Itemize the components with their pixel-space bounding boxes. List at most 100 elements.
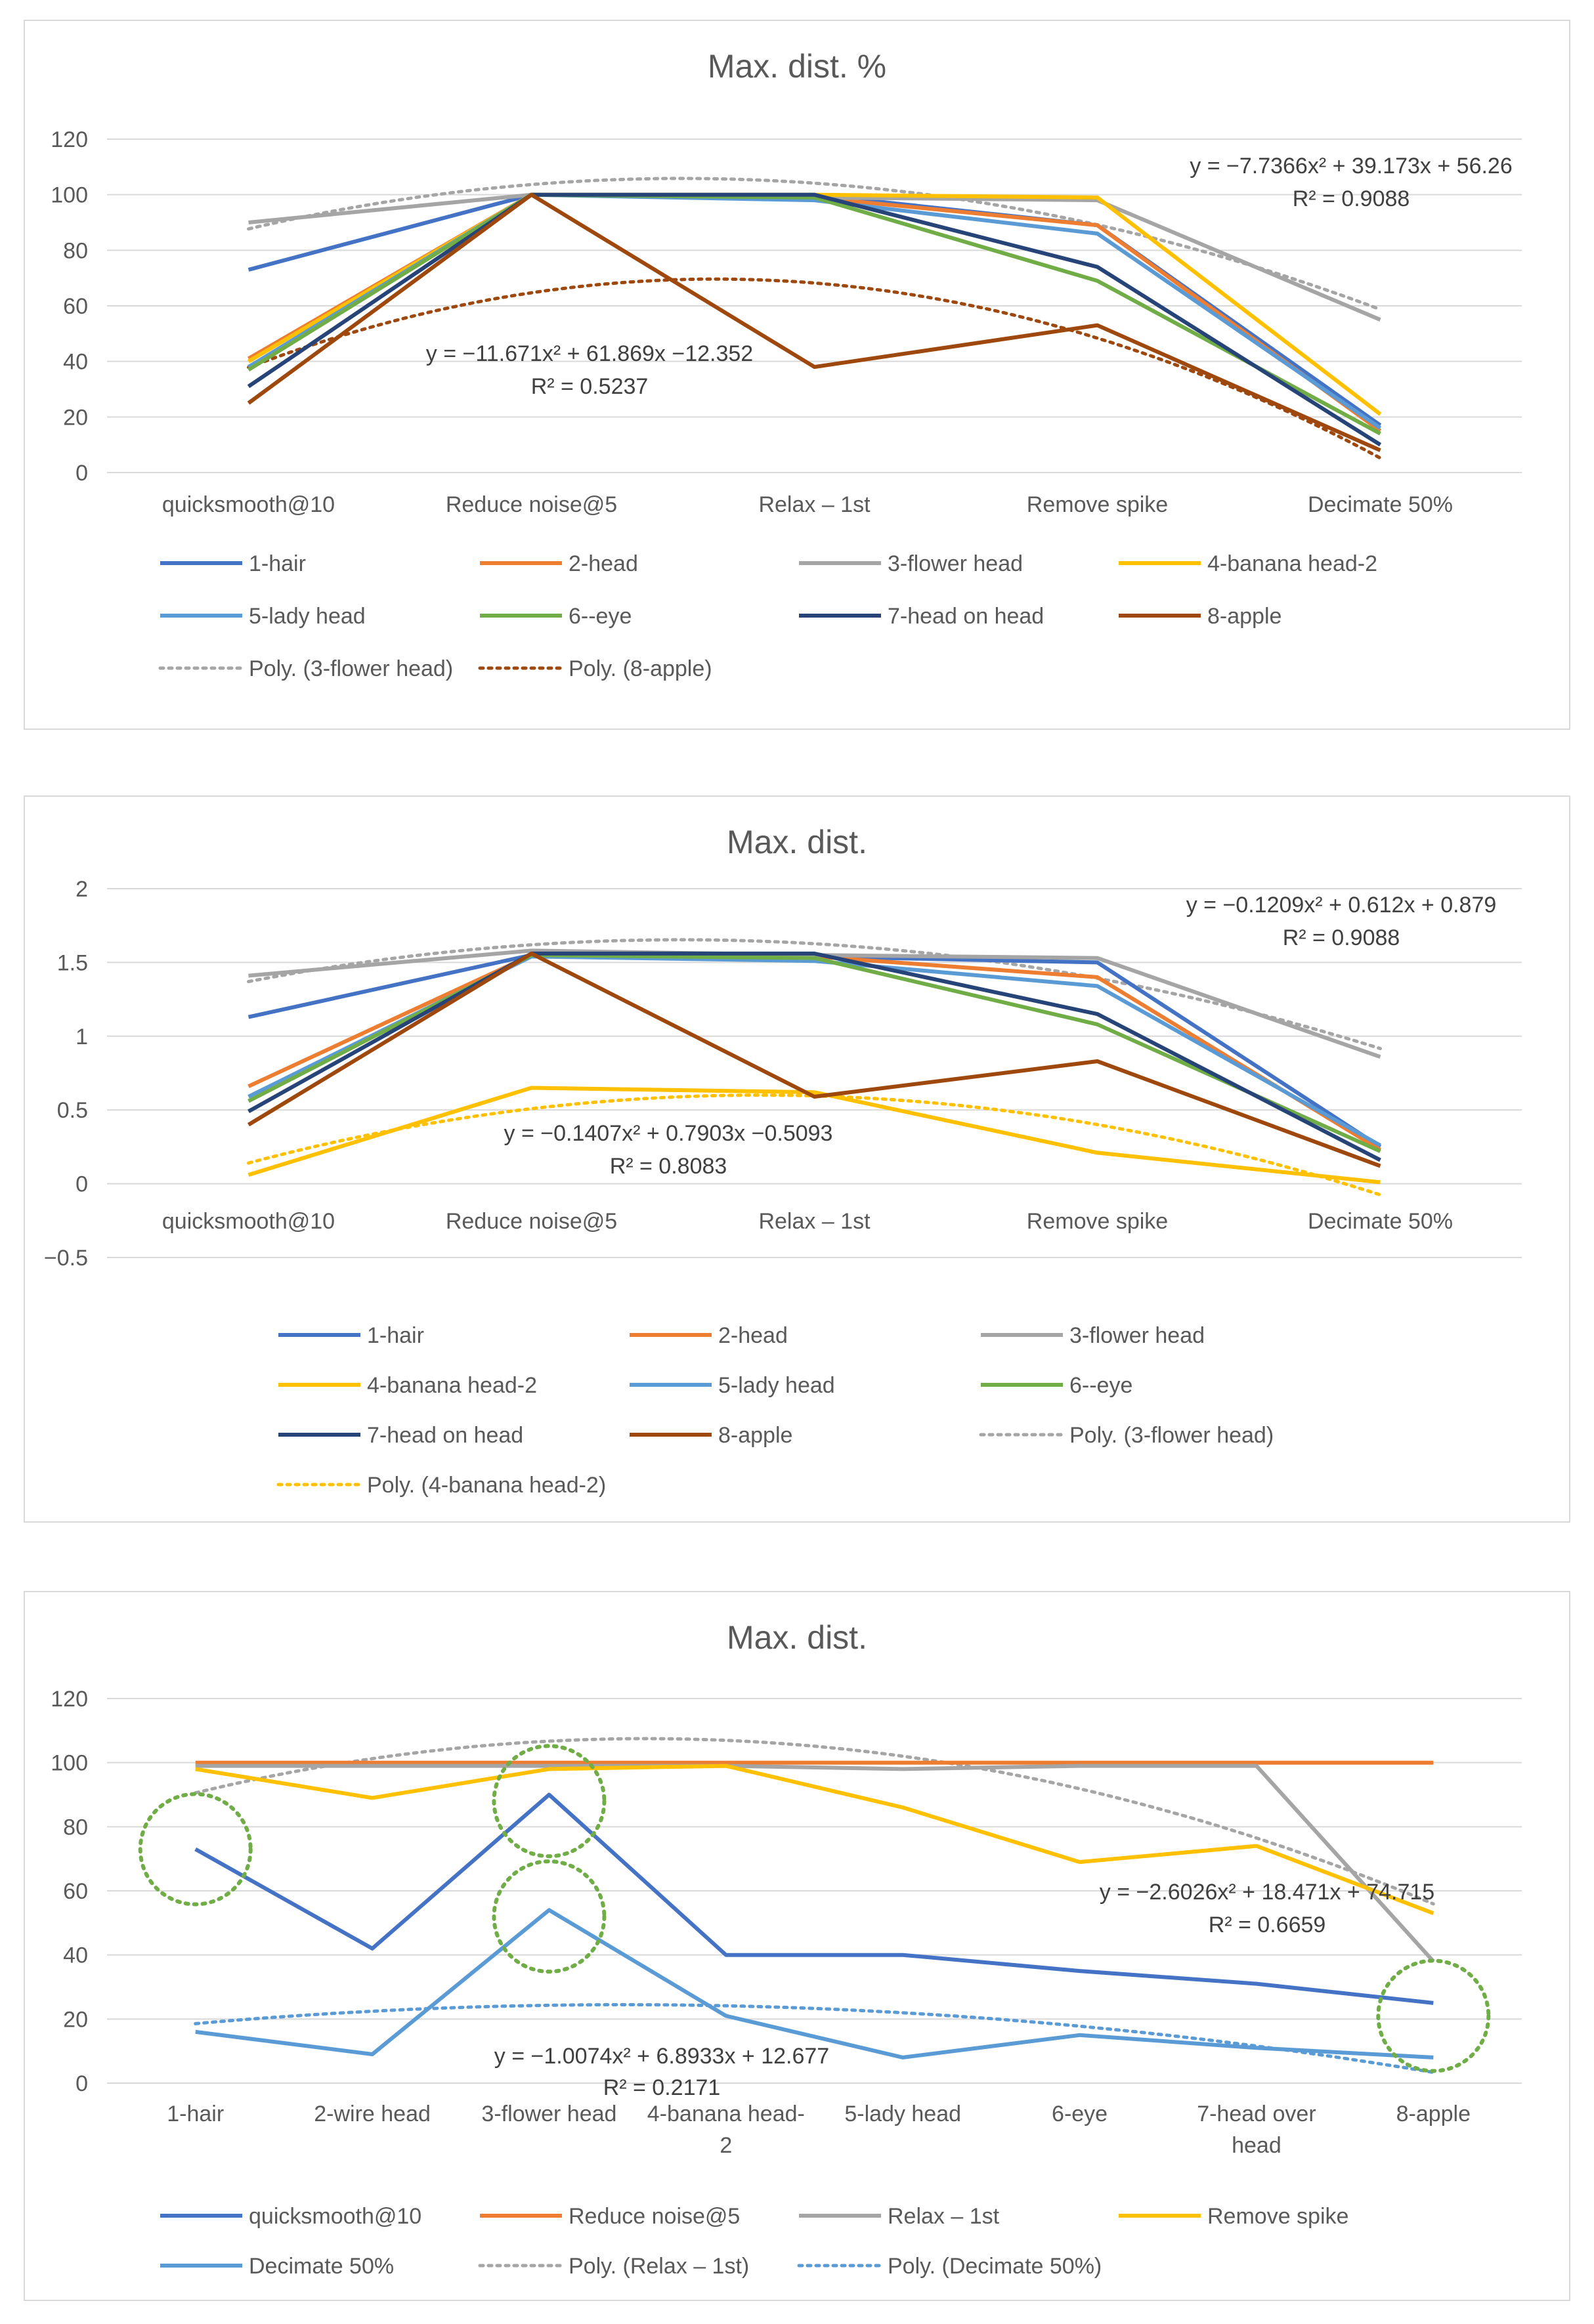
legend-label: 7-head on head — [888, 604, 1044, 629]
legend-label: Relax – 1st — [888, 2204, 1000, 2229]
x-tick-label: Reduce noise@5 — [446, 1209, 617, 1234]
chart-panel-max-dist-by-model: Max. dist. 120 100 80 60 40 20 0 1-hair 2-wire he… — [24, 1591, 1570, 2301]
series-line — [247, 192, 1382, 430]
trendline-equation: y = −0.1209x² + 0.612x + 0.879 — [1186, 893, 1497, 918]
y-tick-label: 1 — [75, 1025, 88, 1049]
series-line — [195, 1764, 1434, 1916]
y-tick-label: 0 — [75, 1172, 88, 1197]
trendline — [194, 1737, 1435, 1906]
trendline — [247, 277, 1382, 460]
y-tick-label: 60 — [63, 1879, 88, 1904]
chart-svg-1: Max. dist. % 120 100 80 60 40 20 0 quicksmooth@1… — [51, 48, 1522, 681]
y-tick-label: 40 — [63, 350, 88, 375]
x-tick-label: 8-apple — [1396, 2102, 1471, 2126]
trendline-r2: R² = 0.8083 — [610, 1154, 727, 1179]
trendline-equation: y = −7.7366x² + 39.173x + 56.26 — [1190, 154, 1513, 179]
x-tick-label: 7-head over head — [1197, 2102, 1316, 2158]
trendline-equation: y = −0.1407x² + 0.7903x −0.5093 — [504, 1121, 833, 1146]
chart-svg-2: Max. dist. 2 1.5 1 0.5 0 −0.5 quicksmooth@10 Red… — [44, 824, 1522, 1498]
chart-svg-3: Max. dist. 120 100 80 60 40 20 0 1-hair 2-wire he… — [51, 1619, 1522, 2279]
legend-label: 8-apple — [1207, 604, 1282, 629]
legend-label: Poly. (4-banana head-2) — [367, 1473, 606, 1498]
series-line — [248, 192, 1381, 322]
legend-label: 8-apple — [718, 1423, 792, 1448]
x-tick-label: 3-flower head — [481, 2102, 616, 2126]
y-tick-label: 0.5 — [57, 1098, 88, 1123]
legend-label: Poly. (Decimate 50%) — [888, 2254, 1102, 2279]
chart-title: Max. dist. — [727, 1619, 867, 1656]
x-tick-label: 4-banana head-2 — [647, 2102, 805, 2158]
x-tick-label: Relax – 1st — [758, 492, 871, 517]
series-line — [248, 1086, 1381, 1185]
y-tick-label: −0.5 — [44, 1246, 88, 1271]
highlight-circle — [492, 1744, 607, 1859]
y-tick-label: 60 — [63, 294, 88, 319]
legend-label: 3-flower head — [1069, 1323, 1205, 1348]
trendline-r2: R² = 0.5237 — [531, 374, 649, 399]
legend-label: Decimate 50% — [249, 2254, 394, 2279]
legend-label: 4-banana head-2 — [367, 1373, 537, 1398]
trendline — [247, 177, 1382, 311]
y-tick-label: 80 — [63, 238, 88, 263]
series-line — [248, 953, 1381, 1153]
trendline-r2: R² = 0.9088 — [1283, 925, 1400, 950]
x-tick-label: 1-hair — [167, 2102, 224, 2126]
x-tick-label: Relax – 1st — [758, 1209, 871, 1234]
y-tick-label: 1.5 — [57, 950, 88, 975]
x-tick-label: Remove spike — [1027, 492, 1168, 517]
legend-label: Poly. (Relax – 1st) — [569, 2254, 749, 2279]
y-tick-label: 0 — [75, 2071, 88, 2096]
series-line — [248, 948, 1381, 1059]
legend-label: 5-lady head — [718, 1373, 835, 1398]
legend-label: 6--eye — [569, 604, 632, 629]
legend-label: Reduce noise@5 — [569, 2204, 740, 2229]
y-tick-label: 0 — [75, 461, 88, 486]
legend-label: Poly. (8-apple) — [569, 656, 712, 681]
series-line — [247, 192, 1382, 447]
highlight-circle — [492, 1859, 607, 1974]
trendline-equation: y = −11.671x² + 61.869x −12.352 — [426, 341, 753, 366]
trendline — [194, 2003, 1435, 2075]
y-tick-label: 2 — [75, 877, 88, 902]
trendline-equation: y = −2.6026x² + 18.471x + 74.715 — [1100, 1880, 1434, 1905]
series-line — [195, 1908, 1434, 2060]
legend-label: Poly. (3-flower head) — [249, 656, 453, 681]
legend-label: Remove spike — [1207, 2204, 1348, 2229]
legend-label: 1-hair — [249, 551, 306, 576]
series-line — [247, 951, 1381, 1168]
x-tick-label: Decimate 50% — [1308, 492, 1453, 517]
legend-label: 7-head on head — [367, 1423, 523, 1448]
series-line — [247, 192, 1381, 452]
y-tick-label: 20 — [63, 405, 88, 430]
trendline-r2: R² = 0.9088 — [1293, 186, 1410, 211]
legend-label: 4-banana head-2 — [1207, 551, 1377, 576]
y-tick-label: 120 — [51, 127, 88, 152]
y-tick-label: 100 — [51, 183, 88, 208]
legend-label: Poly. (3-flower head) — [1069, 1423, 1274, 1448]
trendline-r2: R² = 0.2171 — [603, 2075, 721, 2100]
chart-title: Max. dist. % — [708, 48, 886, 85]
y-tick-label: 120 — [51, 1687, 88, 1712]
series-line — [247, 192, 1381, 436]
series-line — [195, 1764, 1435, 1963]
x-tick-label: quicksmooth@10 — [162, 1209, 335, 1234]
legend-label: 3-flower head — [888, 551, 1023, 576]
y-tick-label: 80 — [63, 1815, 88, 1840]
y-tick-label: 100 — [51, 1751, 88, 1776]
x-tick-label: 2-wire head — [314, 2102, 431, 2126]
series-line — [248, 954, 1381, 1147]
legend-label: quicksmooth@10 — [249, 2204, 421, 2229]
chart-panel-max-dist-percent: Max. dist. % 120 100 80 60 40 20 0 quicksmooth@1… — [24, 20, 1570, 730]
legend-label: 2-head — [569, 551, 638, 576]
x-tick-label: 5-lady head — [844, 2102, 961, 2126]
chart-title: Max. dist. — [727, 824, 867, 860]
trendline-r2: R² = 0.6659 — [1209, 1912, 1326, 1937]
y-tick-label: 20 — [63, 2007, 88, 2032]
chart-panel-max-dist: Max. dist. 2 1.5 1 0.5 0 −0.5 quicksmooth@10 Red… — [24, 795, 1570, 1523]
x-tick-label: 6-eye — [1052, 2102, 1108, 2126]
trendline-equation: y = −1.0074x² + 6.8933x + 12.677 — [494, 2044, 829, 2069]
x-tick-label: quicksmooth@10 — [162, 492, 335, 517]
highlight-circle — [138, 1792, 253, 1907]
x-tick-label: Reduce noise@5 — [446, 492, 617, 517]
legend-label: 6--eye — [1069, 1373, 1132, 1398]
